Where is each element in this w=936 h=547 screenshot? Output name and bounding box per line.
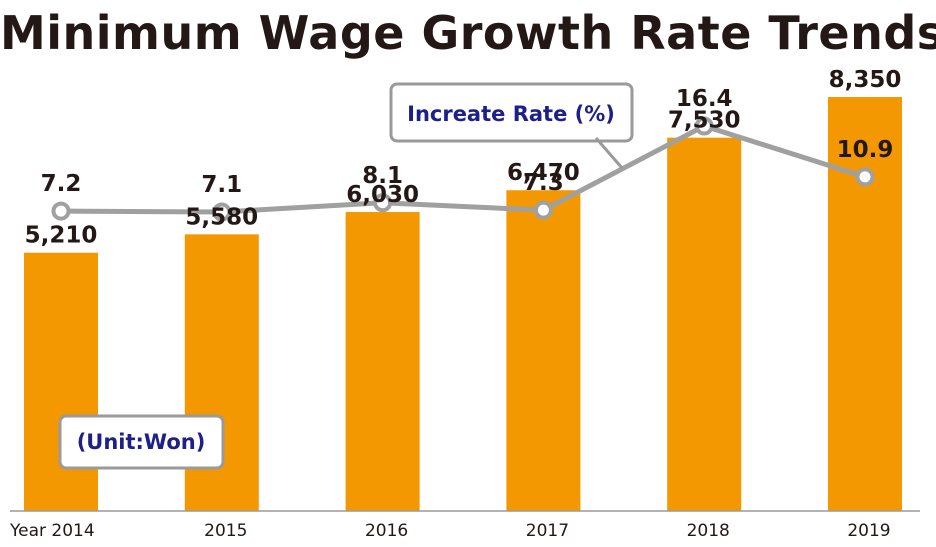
rate-value-label-4: 16.4 bbox=[676, 86, 733, 112]
rate-value-label-0: 7.2 bbox=[41, 171, 82, 197]
bar-value-label-4: 7,530 bbox=[668, 108, 741, 134]
rate-value-label-5: 10.9 bbox=[837, 137, 894, 163]
bar-value-label-5: 8,350 bbox=[829, 67, 902, 93]
bar-0 bbox=[24, 252, 98, 512]
bar-value-label-3: 6,470 bbox=[507, 160, 580, 186]
x-tick-label-0: Year 2014 bbox=[9, 521, 95, 541]
rate-value-label-2: 8.1 bbox=[362, 163, 403, 189]
rate-point-3 bbox=[533, 200, 553, 220]
unit-callout-box bbox=[58, 414, 225, 470]
bar-4 bbox=[667, 137, 742, 511]
bar-value-label-0: 5,210 bbox=[25, 223, 98, 249]
bar-2 bbox=[345, 212, 420, 511]
x-tick-label-1: 2015 bbox=[204, 521, 247, 541]
chart-title: Minimum Wage Growth Rate Trends bbox=[0, 6, 936, 60]
rate-callout-label: Increate Rate (%) bbox=[407, 102, 615, 126]
unit-callout-label: (Unit:Won) bbox=[77, 430, 206, 454]
rate-point-4 bbox=[694, 116, 714, 136]
x-tick-label-4: 2018 bbox=[687, 521, 730, 541]
bar-3 bbox=[506, 190, 581, 511]
rate-callout-pointer bbox=[594, 137, 624, 169]
rate-point-5 bbox=[855, 167, 875, 187]
x-axis-ticks: Year 2014 2015 2016 2017 2018 2019 bbox=[9, 521, 891, 541]
bar-value-label-2: 6,030 bbox=[346, 182, 419, 208]
rate-callout: Increate Rate (%) bbox=[389, 82, 634, 169]
label-group: 5,210 5,580 6,030 6,470 7,530 8,350 7.2 7.1 8.1 7… bbox=[25, 67, 902, 249]
x-tick-label-5: 2019 bbox=[847, 521, 890, 541]
rate-line bbox=[60, 123, 866, 215]
bar-value-label-1: 5,580 bbox=[185, 204, 258, 230]
unit-callout: (Unit:Won) bbox=[58, 414, 225, 470]
rate-point-1 bbox=[212, 202, 232, 222]
x-tick-label-2: 2016 bbox=[365, 521, 408, 541]
bar-1 bbox=[184, 234, 259, 511]
rate-value-label-3: 7.3 bbox=[523, 170, 564, 196]
rate-point-2 bbox=[373, 193, 393, 213]
x-tick-label-3: 2017 bbox=[526, 521, 569, 541]
rate-point-0 bbox=[51, 201, 71, 221]
rate-value-label-1: 7.1 bbox=[201, 172, 242, 198]
bar-5 bbox=[828, 97, 902, 511]
bar-group bbox=[24, 97, 902, 512]
rate-line-group bbox=[51, 116, 875, 222]
rate-callout-box bbox=[389, 82, 634, 143]
